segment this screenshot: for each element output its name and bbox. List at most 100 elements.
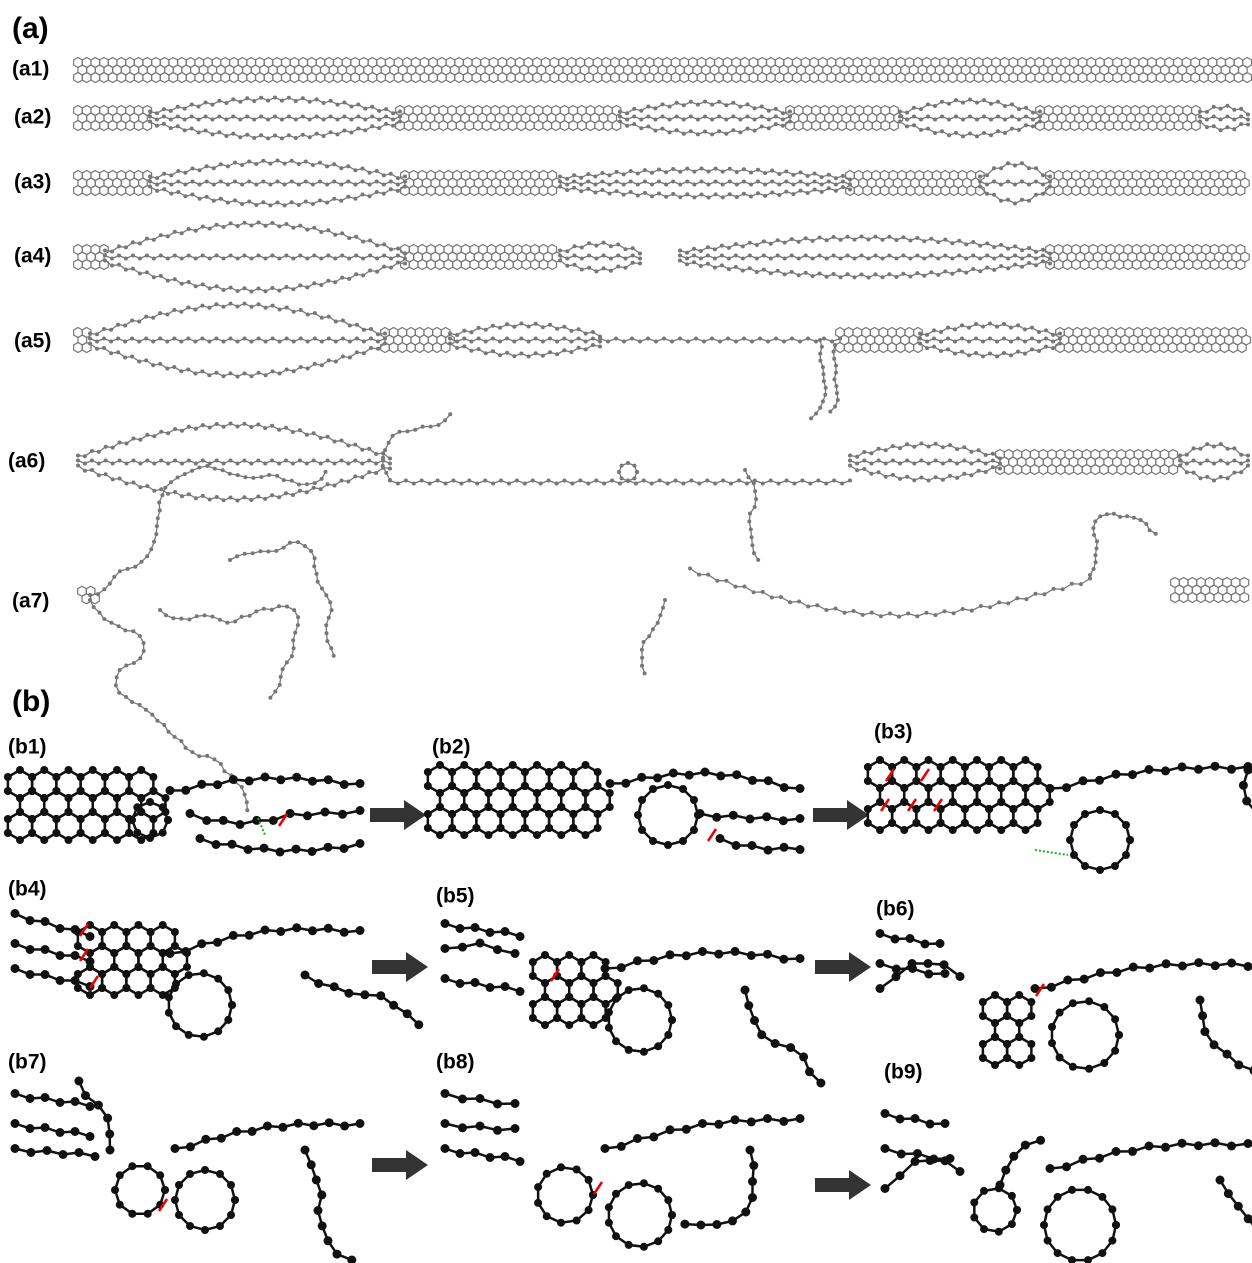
ring [105,812,129,840]
ring [487,260,496,270]
atom [724,132,728,136]
atom [276,848,285,857]
atom [594,257,598,261]
atom [312,1175,321,1184]
atom [731,101,735,105]
atom [896,1171,905,1180]
atom [804,236,808,240]
atom [636,172,640,176]
atom [118,441,122,445]
atom [887,272,891,276]
atom [586,172,590,176]
atom [476,939,485,948]
atom [989,102,993,106]
atom [924,798,932,806]
atom [245,931,254,940]
ring [1200,73,1209,83]
ring [1072,260,1081,270]
atom [578,479,582,483]
frame-label: (b2) [432,736,471,759]
ring [420,73,429,83]
atom [752,481,756,485]
atom [950,272,954,276]
atom [125,442,129,446]
ring [1018,73,1027,83]
atom [813,180,817,184]
atom [4,773,12,781]
atom [441,1089,450,1098]
chain [105,261,405,292]
atom [301,1146,310,1155]
atom [790,337,794,341]
atom [1212,124,1216,128]
atom [984,453,988,457]
ring [836,343,845,353]
atom [1021,798,1029,806]
atom [484,831,492,839]
atom [1015,991,1023,999]
atom [249,425,253,429]
atom [391,124,395,128]
atom [291,257,295,261]
atom [1006,180,1010,184]
ring [560,121,569,131]
ring [854,186,863,196]
atom [939,340,943,344]
ring [1148,121,1157,131]
atom [229,221,233,225]
atom [156,1171,164,1179]
atom [233,198,237,202]
ring [1142,343,1151,353]
atom [64,794,72,802]
atom [1009,819,1017,827]
atom [284,222,288,226]
atom [1031,111,1035,115]
ring [1063,260,1072,270]
atom [448,342,452,346]
ring [290,73,299,83]
atom [1063,976,1072,985]
atom [124,695,128,699]
atom [799,170,803,174]
atom [190,103,194,107]
atom [707,183,711,187]
atom [305,462,309,466]
atom [211,615,215,619]
atom [1211,762,1220,771]
atom [353,183,357,187]
atom [166,462,170,466]
ring [247,73,256,83]
atom [233,620,237,624]
atom [734,340,738,344]
atom [179,617,183,621]
atom [194,496,198,500]
atom [534,1183,542,1191]
atom [455,346,459,350]
atom [949,798,957,806]
atom [341,337,345,341]
atom [398,120,402,124]
atom [261,773,270,782]
atom [529,1014,537,1022]
atom [656,621,660,625]
atom [980,1225,988,1233]
atom [158,508,162,512]
atom [257,221,261,225]
atom [557,803,565,811]
ring [479,260,488,270]
ring [905,73,914,83]
atom [894,238,898,242]
chain [560,256,640,259]
ring [697,73,706,83]
atom [1085,1065,1093,1073]
atom [389,172,393,176]
atom [180,257,184,261]
atom [319,436,323,440]
atom [808,482,812,486]
atom [703,100,707,104]
atom [620,476,624,480]
ring [1079,121,1088,131]
atom [565,264,569,268]
atom [236,257,240,261]
